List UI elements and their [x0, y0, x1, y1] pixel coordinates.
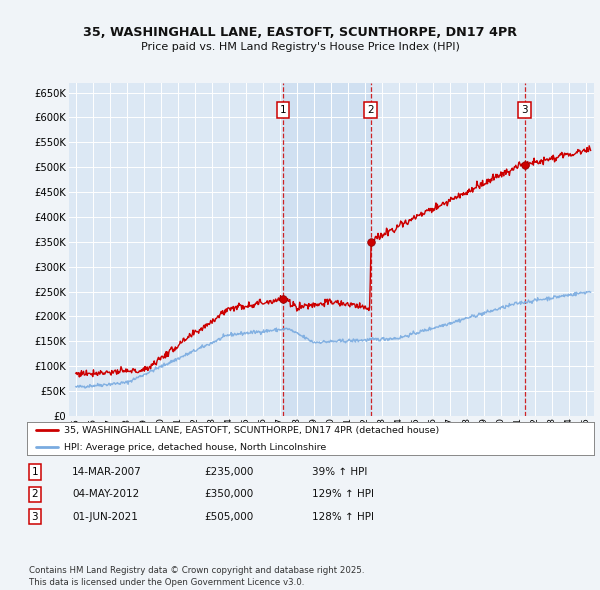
Text: 2: 2: [367, 105, 374, 115]
Text: 129% ↑ HPI: 129% ↑ HPI: [312, 490, 374, 499]
Text: £235,000: £235,000: [204, 467, 253, 477]
Text: 39% ↑ HPI: 39% ↑ HPI: [312, 467, 367, 477]
Text: 35, WASHINGHALL LANE, EASTOFT, SCUNTHORPE, DN17 4PR (detached house): 35, WASHINGHALL LANE, EASTOFT, SCUNTHORP…: [64, 426, 439, 435]
Text: 128% ↑ HPI: 128% ↑ HPI: [312, 512, 374, 522]
Bar: [283, 83, 371, 416]
Text: 3: 3: [521, 105, 528, 115]
Text: 1: 1: [280, 105, 286, 115]
Text: £350,000: £350,000: [204, 490, 253, 499]
Text: Contains HM Land Registry data © Crown copyright and database right 2025.
This d: Contains HM Land Registry data © Crown c…: [29, 566, 364, 587]
Text: HPI: Average price, detached house, North Lincolnshire: HPI: Average price, detached house, Nort…: [64, 443, 326, 452]
Text: 35, WASHINGHALL LANE, EASTOFT, SCUNTHORPE, DN17 4PR: 35, WASHINGHALL LANE, EASTOFT, SCUNTHORP…: [83, 26, 517, 39]
Text: 3: 3: [31, 512, 38, 522]
Text: Price paid vs. HM Land Registry's House Price Index (HPI): Price paid vs. HM Land Registry's House …: [140, 42, 460, 52]
Text: 01-JUN-2021: 01-JUN-2021: [72, 512, 138, 522]
Text: 04-MAY-2012: 04-MAY-2012: [72, 490, 139, 499]
Text: £505,000: £505,000: [204, 512, 253, 522]
Text: 2: 2: [31, 490, 38, 499]
Text: 14-MAR-2007: 14-MAR-2007: [72, 467, 142, 477]
Text: 1: 1: [31, 467, 38, 477]
